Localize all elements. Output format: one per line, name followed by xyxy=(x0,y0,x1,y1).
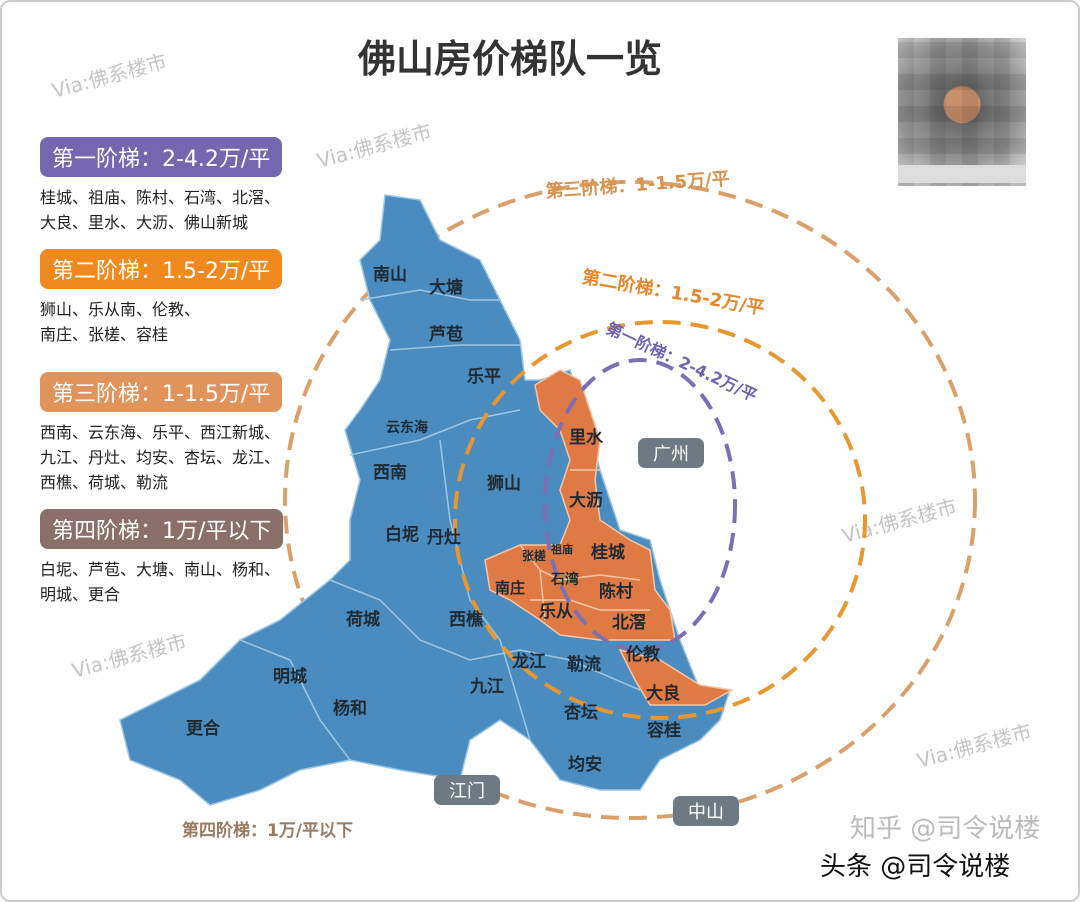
tier3-areas: 西樵、荷城、勒流 xyxy=(40,473,169,492)
district-label: 勒流 xyxy=(567,654,601,675)
district-label: 芦苞 xyxy=(429,324,463,345)
district-labels: 南山 大塘 芦苞 乐平 云东海 西南 狮山 白坭 丹灶 荷城 西樵 明城 杨和 … xyxy=(186,264,681,775)
tier3-areas: 九江、丹灶、均安、杏坛、龙江、 xyxy=(40,448,281,467)
map-orange-region xyxy=(484,369,676,641)
district-label: 九江 xyxy=(469,677,504,697)
blurred-avatar xyxy=(898,38,1026,186)
tier3-badge: 第三阶梯：1-1.5万/平 xyxy=(40,372,283,412)
tier4-badge: 第四阶梯：1万/平以下 xyxy=(40,509,284,549)
district-label: 丹灶 xyxy=(427,527,461,548)
ring-label-tier3: 第三阶梯：1-1.5万/平 xyxy=(545,167,731,202)
legend-tier1: 第一阶梯：2-4.2万/平 桂城、祖庙、陈村、石湾、北滘、 大良、里水、大沥、佛山… xyxy=(40,137,310,235)
neighbor-label: 广州 xyxy=(653,444,689,465)
tier2-areas: 狮山、乐从南、伦教、 xyxy=(40,300,201,319)
district-label: 西南 xyxy=(373,462,407,483)
map-orange-region-daliang xyxy=(618,648,735,706)
district-label: 大沥 xyxy=(569,490,603,511)
legend-tier2: 第二阶梯：1.5-2万/平 狮山、乐从南、伦教、 南庄、张槎、容桂 xyxy=(40,249,310,347)
ring-tier2 xyxy=(453,320,867,720)
tier1-areas: 桂城、祖庙、陈村、石湾、北滘、 xyxy=(40,188,281,207)
district-label: 大良 xyxy=(646,683,680,704)
credit-watermark: 头条 @司令说楼 xyxy=(820,852,1011,882)
neighbor-label: 江门 xyxy=(449,781,485,802)
district-label: 云东海 xyxy=(386,419,428,436)
district-label: 乐平 xyxy=(467,367,501,387)
blurred-username xyxy=(898,165,1026,183)
district-label: 里水 xyxy=(569,427,604,448)
district-label: 均安 xyxy=(568,754,602,775)
district-label: 石湾 xyxy=(550,571,579,588)
page-title: 佛山房价梯队一览 xyxy=(357,37,662,81)
district-label: 杨和 xyxy=(333,698,367,719)
ring-tier1 xyxy=(543,358,737,652)
neighbor-jiangmen: 江门 xyxy=(434,775,500,805)
district-label: 白坭 xyxy=(385,524,419,545)
tier4-areas: 明城、更合 xyxy=(40,585,121,604)
district-label: 南庄 xyxy=(495,579,525,597)
neighbor-zhongshan: 中山 xyxy=(673,796,739,826)
district-label: 容桂 xyxy=(647,720,681,741)
district-label: 桂城 xyxy=(590,542,625,563)
district-label: 大塘 xyxy=(429,277,463,298)
tier4-areas: 白坭、芦苞、大塘、南山、杨和、 xyxy=(40,560,281,579)
district-label: 荷城 xyxy=(346,609,380,630)
tier2-areas: 南庄、张槎、容桂 xyxy=(40,325,169,344)
legend-tier3: 第三阶梯：1-1.5万/平 西南、云东海、乐平、西江新城、 九江、丹灶、均安、杏坛… xyxy=(40,372,310,495)
district-label: 乐从 xyxy=(539,602,573,622)
district-label: 狮山 xyxy=(486,473,521,494)
district-label: 张槎 xyxy=(522,548,546,563)
neighbor-label: 中山 xyxy=(688,802,724,823)
district-label: 龙江 xyxy=(511,651,546,672)
district-label: 伦教 xyxy=(626,644,661,665)
district-label: 西樵 xyxy=(449,609,483,630)
district-label: 更合 xyxy=(186,718,221,739)
tier1-badge: 第一阶梯：2-4.2万/平 xyxy=(40,137,283,177)
district-label: 北滘 xyxy=(612,613,646,633)
tier1-areas: 大良、里水、大沥、佛山新城 xyxy=(40,213,249,232)
district-label: 明城 xyxy=(273,667,307,687)
ring-label-tier1: 第一阶梯：2-4.2万/平 xyxy=(603,319,760,406)
tier2-badge: 第二阶梯：1.5-2万/平 xyxy=(40,249,283,289)
ring-label-tier2: 第二阶梯：1.5-2万/平 xyxy=(580,266,765,320)
district-label: 陈村 xyxy=(599,581,633,602)
neighbor-guangzhou: 广州 xyxy=(638,438,704,468)
district-label: 南山 xyxy=(373,264,407,285)
legend-tier4: 第四阶梯：1万/平以下 白坭、芦苞、大塘、南山、杨和、 明城、更合 xyxy=(40,509,310,607)
district-label: 杏坛 xyxy=(564,702,598,723)
ring-label-tier4: 第四阶梯：1万/平以下 xyxy=(182,820,353,841)
district-label: 祖庙 xyxy=(550,542,573,556)
credit-watermark-back: 知乎 @司令说楼 xyxy=(850,814,1041,844)
tier3-areas: 西南、云东海、乐平、西江新城、 xyxy=(40,423,281,442)
ring-tier3 xyxy=(283,180,977,820)
